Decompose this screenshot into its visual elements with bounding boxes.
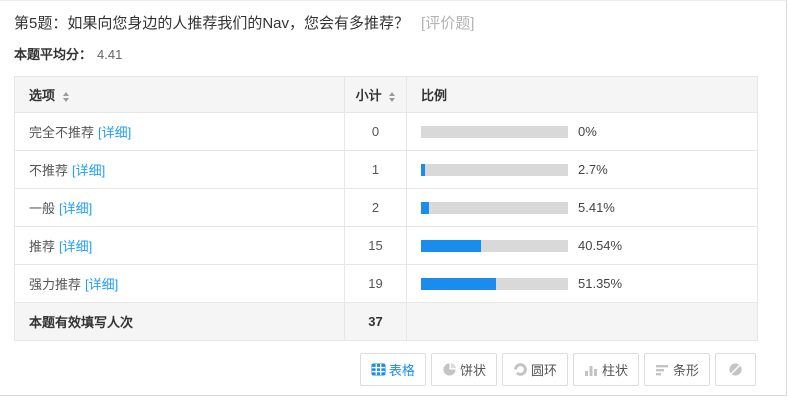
- ratio-bar-fill: [421, 163, 425, 176]
- option-label: 完全不推荐: [29, 125, 95, 140]
- bar-chart-icon: [655, 362, 670, 377]
- detail-link[interactable]: [详细]: [59, 239, 93, 254]
- footer-label: 本题有效填写人次: [14, 302, 345, 341]
- question-type-tag: [评价题]: [421, 15, 475, 32]
- sort-icon[interactable]: [62, 91, 69, 102]
- ratio-bar-track: [421, 277, 568, 290]
- table-header-row: 选项 小计 比例: [14, 76, 758, 113]
- ratio-bar-track: [421, 201, 568, 214]
- chart-type-toolbar: 表格 饼状 圆环 柱状 条形: [359, 353, 756, 386]
- header-option[interactable]: 选项: [14, 76, 345, 113]
- question-title: 第5题：如果向您身边的人推荐我们的Nav，您会有多推荐？: [14, 15, 410, 32]
- question-title-line: 第5题：如果向您身边的人推荐我们的Nav，您会有多推荐？ [评价题]: [14, 13, 758, 35]
- count-value: 2: [344, 188, 407, 227]
- column-chart-icon: [584, 362, 599, 377]
- detail-link[interactable]: [详细]: [85, 277, 119, 292]
- ratio-bar-track: [421, 125, 568, 138]
- table-row: 推荐 [详细] 15 40.54%: [14, 226, 758, 265]
- results-table: 选项 小计 比例 完全不推荐 [详细] 0 0% 不推荐 [详: [14, 76, 758, 341]
- count-value: 15: [344, 226, 407, 265]
- ratio-bar-fill: [421, 277, 497, 290]
- donut-chart-icon: [513, 362, 528, 377]
- table-view-button[interactable]: 表格: [359, 353, 426, 386]
- table-icon: [371, 362, 386, 377]
- detail-link[interactable]: [详细]: [59, 201, 93, 216]
- count-value: 1: [344, 150, 407, 189]
- average-score-label: 本题平均分：: [14, 47, 93, 62]
- footer-count: 37: [344, 302, 407, 341]
- percent-label: 0%: [578, 124, 597, 139]
- option-label: 强力推荐: [29, 277, 82, 292]
- count-value: 19: [344, 264, 407, 303]
- ratio-bar-fill: [421, 239, 481, 252]
- disabled-chart-button[interactable]: [715, 353, 756, 386]
- table-row: 不推荐 [详细] 1 2.7%: [14, 150, 758, 189]
- table-row: 一般 [详细] 2 5.41%: [14, 188, 758, 227]
- header-ratio: 比例: [406, 76, 758, 113]
- ratio-bar-track: [421, 239, 568, 252]
- pie-chart-button[interactable]: 饼状: [430, 353, 497, 386]
- percent-label: 40.54%: [578, 238, 623, 253]
- disabled-icon: [728, 362, 743, 377]
- percent-label: 51.35%: [578, 276, 623, 291]
- column-chart-button[interactable]: 柱状: [572, 353, 639, 386]
- option-label: 推荐: [29, 239, 56, 254]
- table-footer-row: 本题有效填写人次 37: [14, 302, 758, 341]
- pie-chart-icon: [442, 362, 457, 377]
- percent-label: 2.7%: [578, 162, 608, 177]
- count-value: 0: [344, 112, 407, 151]
- option-label: 一般: [29, 201, 56, 216]
- average-score-line: 本题平均分： 4.41: [14, 44, 758, 63]
- header-count[interactable]: 小计: [344, 76, 407, 113]
- donut-chart-button[interactable]: 圆环: [501, 353, 568, 386]
- detail-link[interactable]: [详细]: [72, 163, 106, 178]
- detail-link[interactable]: [详细]: [98, 125, 132, 140]
- table-row: 强力推荐 [详细] 19 51.35%: [14, 264, 758, 303]
- bar-chart-button[interactable]: 条形: [643, 353, 710, 386]
- ratio-bar-fill: [421, 201, 429, 214]
- ratio-bar-track: [421, 163, 568, 176]
- table-row: 完全不推荐 [详细] 0 0%: [14, 112, 758, 151]
- sort-icon[interactable]: [389, 91, 396, 102]
- option-label: 不推荐: [29, 163, 69, 178]
- percent-label: 5.41%: [578, 200, 615, 215]
- average-score-value: 4.41: [97, 47, 123, 62]
